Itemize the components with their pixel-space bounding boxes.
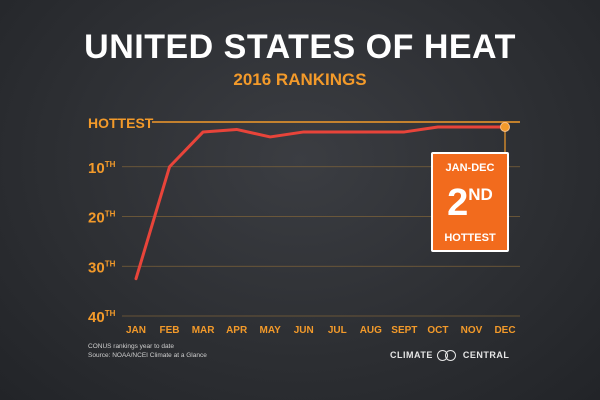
x-tick-label: DEC bbox=[494, 325, 515, 336]
x-tick-label: JUN bbox=[294, 325, 314, 336]
annual-rank-callout: JAN-DEC 2ND HOTTEST bbox=[431, 152, 509, 252]
brand-rings-icon bbox=[436, 349, 459, 361]
footnote-rankings: CONUS rankings year to date bbox=[88, 343, 174, 350]
y-tick-value: 10 bbox=[88, 160, 105, 177]
brand-left-text: CLIMATE bbox=[390, 350, 433, 360]
x-tick-label: JUL bbox=[328, 325, 347, 336]
y-tick-label: 10TH bbox=[88, 160, 116, 177]
callout-period: JAN-DEC bbox=[445, 162, 495, 174]
y-tick-value: 40 bbox=[88, 309, 105, 326]
final-data-point bbox=[500, 121, 510, 132]
y-tick-label: 20TH bbox=[88, 210, 116, 227]
x-tick-label: AUG bbox=[360, 325, 382, 336]
y-tick-value: 20 bbox=[88, 210, 105, 227]
x-tick-label: OCT bbox=[427, 325, 448, 336]
callout-label: HOTTEST bbox=[444, 232, 496, 244]
series-layer bbox=[134, 121, 510, 281]
x-tick-label: MAR bbox=[192, 325, 216, 336]
y-tick-label: 40TH bbox=[88, 309, 116, 326]
x-tick-label: APR bbox=[226, 325, 248, 336]
y-tick-label: HOTTEST bbox=[88, 115, 154, 131]
chart-title: UNITED STATES OF HEAT bbox=[84, 28, 516, 66]
y-tick-value: 30 bbox=[88, 259, 105, 276]
y-tick-suffix: TH bbox=[105, 160, 116, 169]
chart-subtitle: 2016 RANKINGS bbox=[233, 70, 367, 89]
y-tick-suffix: TH bbox=[105, 210, 116, 219]
brand-right-text: CENTRAL bbox=[462, 350, 510, 360]
y-tick-suffix: TH bbox=[105, 309, 116, 318]
callout-rank-number: 2 bbox=[447, 182, 469, 224]
climate-central-logo: CLIMATE CENTRAL bbox=[390, 349, 509, 361]
x-axis-ticks: JAN FEB MAR APR MAY JUN JUL AUG SEPT OCT NOV DEC bbox=[126, 325, 516, 336]
y-tick-suffix: TH bbox=[105, 259, 116, 268]
y-tick-value: HOTTEST bbox=[88, 115, 154, 131]
footnote-source: Source: NOAA/NCEI Climate at a Glance bbox=[88, 352, 207, 359]
callout-rank: 2ND bbox=[433, 176, 507, 222]
series-line bbox=[134, 125, 507, 281]
x-tick-label: MAY bbox=[260, 325, 282, 336]
y-tick-label: 30TH bbox=[88, 259, 116, 276]
x-tick-label: FEB bbox=[160, 325, 180, 336]
x-tick-label: SEPT bbox=[391, 325, 417, 336]
callout-rank-suffix: ND bbox=[468, 185, 493, 204]
x-tick-label: JAN bbox=[126, 325, 146, 336]
x-tick-label: NOV bbox=[461, 325, 483, 336]
